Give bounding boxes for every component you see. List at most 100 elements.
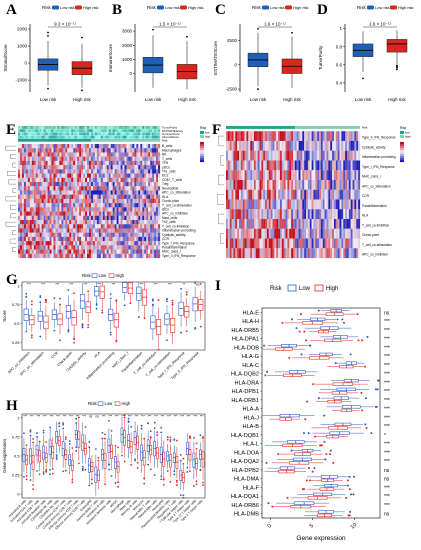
- outlier-point: [346, 479, 349, 482]
- heatmap-cell: [304, 140, 307, 151]
- heatmap-cell: [132, 148, 135, 153]
- outlier-point: [62, 470, 65, 473]
- heatmap-cell: [98, 186, 101, 191]
- heatmap-cell: [140, 156, 143, 161]
- heatmap-cell: [33, 177, 36, 183]
- heatmap-cell: [352, 209, 355, 220]
- outlier-point: [363, 365, 366, 368]
- heatmap-cell: [53, 160, 56, 166]
- heatmap-cell: [39, 190, 42, 195]
- heatmap-cell: [156, 152, 159, 157]
- heatmap-cell: [255, 179, 258, 190]
- heatmap-cell: [231, 209, 234, 220]
- heatmap-cell: [83, 177, 86, 183]
- outlier-point: [162, 483, 165, 486]
- outlier-point: [307, 432, 310, 435]
- heatmap-cell: [132, 169, 135, 174]
- heatmap-cell: [112, 215, 115, 221]
- box-high: [386, 39, 408, 53]
- heatmap-cell: [35, 186, 38, 191]
- dendrogram-branch: [5, 221, 16, 227]
- heatmap-cell: [304, 179, 307, 190]
- annotation-cell: [304, 126, 307, 129]
- heatmap-cell: [279, 189, 282, 200]
- heatmap-cell: [307, 218, 310, 229]
- outlier-point: [192, 484, 195, 487]
- heatmap-cell: [77, 215, 80, 221]
- legend-key-low: [287, 284, 297, 292]
- heatmap-cell: [53, 203, 56, 208]
- heatmap-cell: [132, 249, 135, 254]
- heatmap-cell: [231, 160, 234, 171]
- heatmap-cell: [154, 236, 157, 242]
- dendrogram-branch: [220, 233, 224, 244]
- heatmap-cell: [140, 236, 143, 242]
- heatmap-cell: [49, 224, 52, 229]
- heatmap-cell: [19, 165, 23, 170]
- heatmap-cell: [73, 182, 76, 187]
- heatmap-cell: [23, 177, 26, 183]
- annotation-cell: [41, 135, 44, 139]
- heatmap-cell: [120, 253, 123, 259]
- heatmap-cell: [152, 169, 155, 174]
- heatmap-cell: [120, 241, 123, 246]
- heatmap-cell: [156, 198, 159, 204]
- heatmap-cell: [77, 194, 80, 199]
- heatmap-cell: [231, 150, 234, 161]
- heatmap-cell: [235, 199, 238, 210]
- heatmap-cell: [35, 211, 38, 216]
- annotation-cell: [53, 138, 56, 142]
- heatmap-cell: [57, 186, 60, 191]
- heatmap-cell: [39, 165, 42, 170]
- heatmap-cell: [61, 198, 64, 204]
- outlier-point: [312, 383, 315, 386]
- heatmap-cell: [354, 209, 357, 220]
- heatmap-cell: [156, 173, 159, 178]
- annotation-cell: [148, 138, 151, 142]
- heatmap-cell: [92, 228, 96, 233]
- outlier-point: [189, 470, 191, 473]
- annotation-cell: [278, 126, 281, 129]
- heatmap-cell: [233, 228, 236, 239]
- heatmap-cell: [114, 173, 117, 178]
- heatmap-cell: [94, 190, 97, 195]
- heatmap-cell: [18, 249, 21, 254]
- annotation-cell: [124, 129, 127, 133]
- heatmap-cell: [120, 190, 123, 195]
- annotation-cell: [19, 129, 23, 133]
- heatmap-cell: [138, 211, 141, 216]
- box-high: [123, 430, 126, 446]
- heatmap-cell: [33, 220, 36, 225]
- annotation-label: ImmuneScore: [162, 132, 180, 136]
- heatmap-cell: [294, 131, 297, 142]
- row-label: CCR: [362, 194, 370, 198]
- heatmap-cell: [65, 249, 68, 254]
- heatmap-cell: [83, 156, 86, 161]
- heatmap-cell: [47, 232, 50, 237]
- legend-title: Risk: [252, 5, 261, 10]
- heatmap-cell: [276, 238, 279, 249]
- heatmap-cell: [83, 241, 86, 246]
- row-label: Type_I_IFN_Response: [362, 165, 395, 169]
- heatmap-cell: [237, 238, 240, 249]
- heatmap-cell: [158, 144, 161, 149]
- heatmap-cell: [83, 165, 86, 170]
- heatmap-cell: [116, 156, 119, 161]
- heatmap-cell: [29, 165, 32, 170]
- y-tick-label: 0.75: [12, 434, 21, 439]
- heatmap-cell: [237, 140, 240, 151]
- dendrogram-branch: [218, 213, 224, 225]
- outlier-point: [366, 335, 369, 338]
- heatmap-cell: [63, 190, 66, 195]
- heatmap-cell: [27, 228, 30, 233]
- annotation-cell: [61, 126, 64, 129]
- heatmap-cell: [231, 179, 234, 190]
- significance-label: ***: [135, 415, 139, 419]
- annotation-cell: [51, 126, 54, 129]
- annotation-cell: [118, 129, 121, 133]
- heatmap-cell: [130, 148, 133, 153]
- heatmap-cell: [33, 241, 36, 246]
- significance-label: ***: [43, 415, 47, 419]
- heatmap-cell: [57, 194, 60, 199]
- heatmap-cell: [136, 249, 139, 254]
